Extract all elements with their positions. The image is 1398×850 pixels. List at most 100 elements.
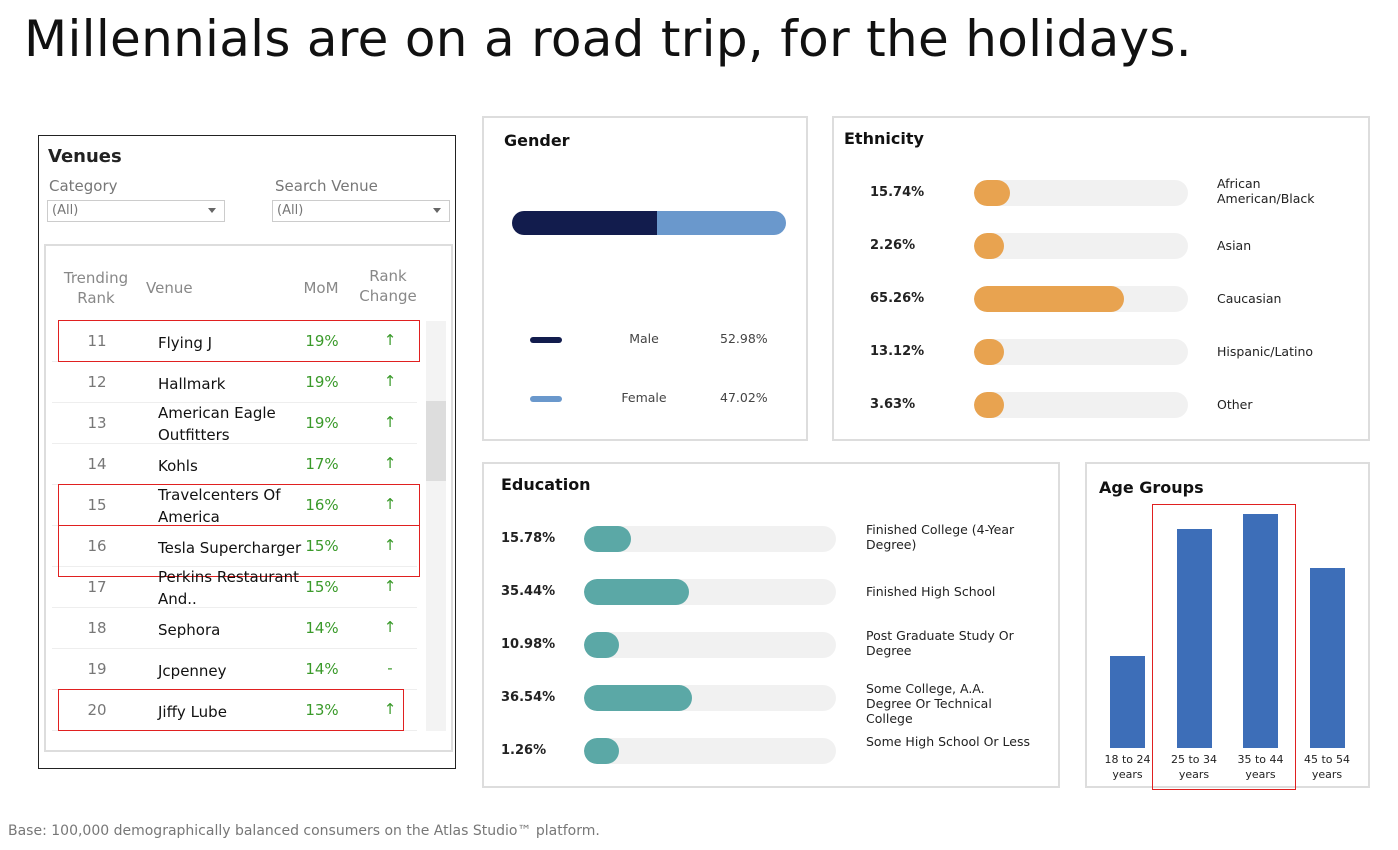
legend-swatch-male bbox=[530, 337, 562, 343]
legend-swatch-female bbox=[530, 396, 562, 402]
arrow-up-icon: ↑ bbox=[383, 536, 397, 554]
category-dropdown[interactable]: (All) bbox=[47, 200, 225, 222]
venues-panel: Venues Category (All) Search Venue (All)… bbox=[38, 135, 456, 769]
ethnicity-bar-fill bbox=[974, 180, 1011, 206]
legend-value: 47.02% bbox=[720, 390, 768, 405]
education-pct: 10.98% bbox=[501, 637, 556, 652]
education-bar-fill bbox=[584, 579, 690, 605]
venue-cell: Kohls bbox=[158, 457, 198, 475]
rank-cell: 12 bbox=[87, 373, 107, 391]
education-bar-track bbox=[584, 685, 836, 711]
table-row[interactable]: 15 Travelcenters Of America 16% ↑ bbox=[52, 485, 417, 526]
arrow-up-icon: ↑ bbox=[383, 454, 397, 472]
arrow-up-icon: ↑ bbox=[383, 331, 397, 349]
header-venue[interactable]: Venue bbox=[146, 279, 193, 297]
education-bar-fill bbox=[584, 526, 631, 552]
table-row[interactable]: 18 Sephora 14% ↑ bbox=[52, 608, 417, 649]
table-row[interactable]: 17 Perkins Restaurant And.. 15% ↑ bbox=[52, 567, 417, 608]
mom-cell: 19% bbox=[305, 373, 339, 391]
education-bar-fill bbox=[584, 738, 620, 764]
education-bar-track bbox=[584, 632, 836, 658]
ethnicity-pct: 65.26% bbox=[870, 291, 925, 306]
ethnicity-bar-fill bbox=[974, 339, 1005, 365]
education-bar-fill bbox=[584, 685, 693, 711]
venues-title: Venues bbox=[48, 146, 122, 167]
arrow-up-icon: ↑ bbox=[383, 413, 397, 431]
ethnicity-pct: 15.74% bbox=[870, 185, 925, 200]
mom-cell: 17% bbox=[305, 455, 339, 473]
table-row[interactable]: 16 Tesla Supercharger 15% ↑ bbox=[52, 526, 417, 567]
gender-bar-female bbox=[657, 211, 786, 235]
age-tick-label: 18 to 24 years bbox=[1104, 753, 1151, 781]
mom-cell: 15% bbox=[305, 537, 339, 555]
age-tick-label: 25 to 34 years bbox=[1170, 753, 1218, 781]
education-title: Education bbox=[501, 475, 591, 494]
education-label: Some College, A.A. Degree Or Technical C… bbox=[866, 681, 992, 726]
search-venue-label: Search Venue bbox=[275, 177, 378, 195]
gender-bar-male bbox=[512, 211, 658, 235]
ethnicity-bar-track bbox=[974, 392, 1188, 418]
row-highlight-box bbox=[58, 525, 420, 577]
age-highlight-box bbox=[1152, 504, 1296, 790]
age-groups-panel: Age Groups 18 to 24 years 25 to 34 years 3… bbox=[1085, 462, 1370, 790]
header-trending-rank[interactable]: Trending Rank bbox=[63, 269, 129, 307]
arrow-up-icon: ↑ bbox=[383, 700, 397, 718]
rank-cell: 19 bbox=[87, 660, 107, 678]
mom-cell: 16% bbox=[305, 496, 339, 514]
ethnicity-panel: Ethnicity 15.74% African American/Black 2.… bbox=[832, 116, 1370, 441]
chevron-down-icon bbox=[433, 208, 441, 213]
chevron-down-icon bbox=[208, 208, 216, 213]
venue-cell: Travelcenters Of America bbox=[158, 486, 281, 526]
mom-cell: 14% bbox=[305, 619, 339, 637]
education-pct: 35.44% bbox=[501, 584, 556, 599]
gender-title: Gender bbox=[504, 131, 570, 150]
age-tick-label: 35 to 44 years bbox=[1237, 753, 1284, 781]
legend-label: Female bbox=[621, 390, 667, 405]
ethnicity-bar-fill bbox=[974, 233, 1004, 259]
venue-cell: Hallmark bbox=[158, 375, 226, 393]
legend-value: 52.98% bbox=[720, 331, 768, 346]
legend-label: Male bbox=[629, 331, 659, 346]
venue-cell: Sephora bbox=[158, 621, 221, 639]
header-rank-change[interactable]: Rank Change bbox=[359, 267, 417, 305]
ethnicity-bar-track bbox=[974, 286, 1188, 312]
header-mom[interactable]: MoM bbox=[303, 279, 339, 297]
gender-bar bbox=[512, 211, 786, 235]
ethnicity-label: Caucasian bbox=[1217, 291, 1282, 306]
arrow-up-icon: ↑ bbox=[383, 577, 397, 595]
category-value: (All) bbox=[52, 203, 79, 218]
venue-cell: Tesla Supercharger bbox=[158, 539, 302, 557]
venue-cell: Jcpenney bbox=[158, 662, 227, 680]
scrollbar-thumb[interactable] bbox=[426, 401, 446, 481]
ethnicity-pct: 2.26% bbox=[870, 238, 916, 253]
rank-cell: 20 bbox=[87, 701, 107, 719]
education-pct: 1.26% bbox=[501, 743, 547, 758]
rank-cell: 16 bbox=[87, 537, 107, 555]
row-highlight-box bbox=[58, 320, 420, 362]
table-row[interactable]: 19 Jcpenney 14% - bbox=[52, 649, 417, 690]
search-venue-dropdown[interactable]: (All) bbox=[272, 200, 450, 222]
ethnicity-bar-fill bbox=[974, 286, 1125, 312]
age-tick-label: 45 to 54 years bbox=[1303, 753, 1351, 781]
ethnicity-title: Ethnicity bbox=[844, 129, 924, 148]
ethnicity-bar-fill bbox=[974, 392, 1004, 418]
no-change-icon: - bbox=[387, 659, 393, 677]
ethnicity-pct: 3.63% bbox=[870, 397, 916, 412]
education-panel: Education 15.78% Finished College (4-Year… bbox=[482, 462, 1060, 788]
rank-cell: 18 bbox=[87, 619, 107, 637]
venue-cell: American Eagle Outfitters bbox=[158, 404, 276, 444]
mom-cell: 14% bbox=[305, 660, 339, 678]
ethnicity-bar-track bbox=[974, 233, 1188, 259]
mom-cell: 19% bbox=[305, 332, 339, 350]
rank-cell: 17 bbox=[87, 578, 107, 596]
scrollbar[interactable] bbox=[426, 321, 446, 731]
row-highlight-box bbox=[58, 484, 420, 526]
education-bar-fill bbox=[584, 632, 620, 658]
venue-cell: Flying J bbox=[158, 334, 213, 352]
table-row[interactable]: 14 Kohls 17% ↑ bbox=[52, 444, 417, 485]
education-pct: 15.78% bbox=[501, 531, 556, 546]
education-label: Finished College (4-Year Degree) bbox=[866, 522, 1015, 552]
table-row[interactable]: 13 American Eagle Outfitters 19% ↑ bbox=[52, 403, 417, 444]
table-row[interactable]: 12 Hallmark 19% ↑ bbox=[52, 362, 417, 403]
education-bar-track bbox=[584, 579, 836, 605]
